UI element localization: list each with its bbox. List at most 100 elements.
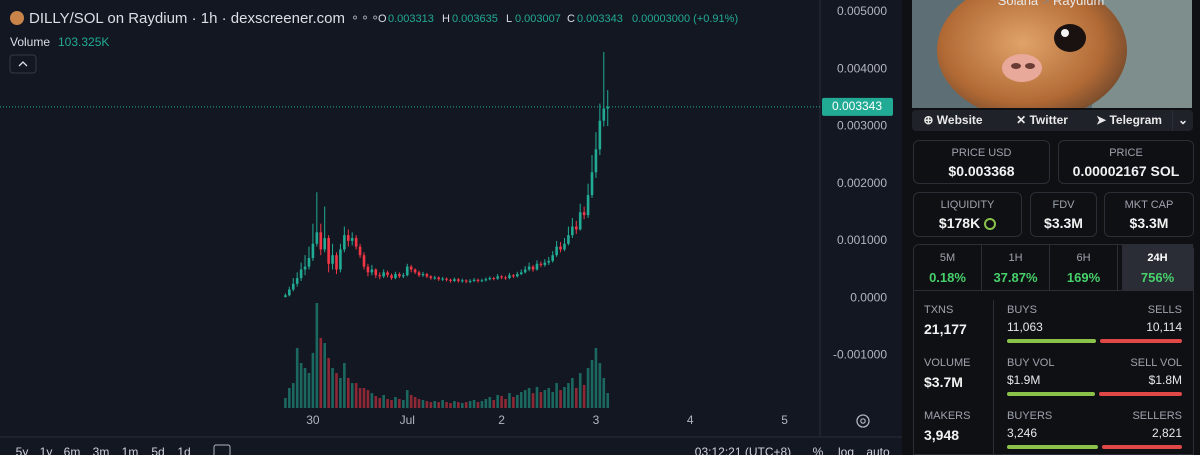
- candle-body: [311, 243, 315, 259]
- link-button[interactable]: ➤ Telegram: [1096, 113, 1162, 127]
- candle-body: [559, 246, 562, 250]
- candle-body: [409, 266, 413, 270]
- volume-bar: [543, 390, 547, 408]
- more-links[interactable]: ⌄: [1172, 110, 1193, 131]
- row-label: VOLUME: [924, 357, 971, 369]
- period-tab[interactable]: 6H 169%: [1050, 244, 1118, 290]
- volume-bar: [590, 359, 594, 408]
- volume-bar: [354, 383, 358, 408]
- candle-body: [370, 269, 374, 273]
- volume-bar: [567, 383, 570, 408]
- period-tab[interactable]: 1H 37.87%: [982, 244, 1050, 290]
- range-button[interactable]: 6m: [64, 445, 81, 455]
- candle-body: [468, 280, 472, 282]
- breadcrumb-item[interactable]: Solana: [997, 0, 1039, 8]
- calendar-icon[interactable]: [213, 444, 231, 455]
- link-button[interactable]: ✕ Twitter: [1016, 113, 1068, 127]
- scale-option[interactable]: %: [813, 445, 824, 455]
- candle-body: [335, 255, 338, 270]
- scale-option[interactable]: auto: [866, 445, 890, 455]
- settings-icon[interactable]: [856, 414, 870, 428]
- volume-bar: [492, 400, 496, 408]
- range-button[interactable]: 3m: [93, 445, 110, 455]
- stat-label: PRICE USD: [951, 147, 1012, 159]
- collapse-button[interactable]: [9, 54, 37, 74]
- sell-bar: [1098, 392, 1182, 396]
- candle-body: [425, 274, 429, 277]
- link-label: Twitter: [1029, 113, 1068, 127]
- volume-bar: [555, 383, 558, 408]
- candle-body: [441, 278, 444, 280]
- candle-body: [366, 266, 370, 273]
- ohlc-value: 0.003007: [515, 13, 561, 25]
- range-button[interactable]: 1m: [122, 445, 139, 455]
- range-button[interactable]: 1y: [40, 445, 53, 455]
- ohlc-change: 0.00003000 (+0.91%): [632, 13, 738, 25]
- candle-body: [508, 275, 511, 279]
- stat-value: $3.3M: [1044, 215, 1083, 231]
- range-button[interactable]: 1d: [177, 445, 190, 455]
- ohlc-value: 0.003343: [577, 13, 623, 25]
- candle-body: [519, 272, 523, 275]
- sell-bar: [1102, 445, 1182, 449]
- volume-bar: [476, 402, 480, 408]
- divider: [913, 290, 1194, 291]
- candle-body: [394, 274, 397, 279]
- volume-bar: [449, 403, 452, 408]
- volume-bar: [500, 395, 503, 408]
- volume-bar: [563, 386, 566, 408]
- volume-bar: [480, 401, 484, 408]
- y-tick-label: 0.005000: [837, 4, 887, 18]
- row-value: $3.7M: [924, 374, 963, 390]
- y-tick-label: 0.001000: [837, 233, 887, 247]
- scale-option[interactable]: log: [838, 445, 854, 455]
- volume-bar: [405, 390, 409, 408]
- row-label: MAKERS: [924, 410, 971, 422]
- volume-bar: [551, 392, 554, 408]
- breadcrumb-item[interactable]: Raydium: [1053, 0, 1105, 8]
- period-tab-selected[interactable]: 24H 756%: [1122, 244, 1193, 290]
- volume-bar: [307, 373, 311, 408]
- volume-bar: [343, 363, 346, 408]
- candle-body: [315, 232, 319, 244]
- volume-bar: [445, 402, 448, 408]
- volume-bar: [512, 396, 515, 408]
- tab-value: 0.18%: [929, 270, 966, 285]
- stat-value: $178K: [914, 215, 1021, 231]
- candle-body: [472, 279, 476, 281]
- candle-body: [323, 238, 326, 250]
- side-value: 10,114: [1146, 320, 1182, 334]
- volume-bar: [602, 377, 606, 408]
- candle-body: [374, 269, 378, 276]
- candle-body: [346, 235, 350, 241]
- volume-bar: [299, 363, 303, 408]
- mktcap-box: MKT CAP $3.3M: [1104, 192, 1194, 237]
- candle-body: [362, 255, 366, 267]
- volume-bar: [457, 402, 460, 408]
- info-panel: Solana > Raydium ⊕ Website ✕ Twitter ➤ T…: [902, 0, 1200, 455]
- range-button[interactable]: 5y: [16, 445, 29, 455]
- candle-body: [539, 263, 543, 265]
- tab-label: 6H: [1076, 252, 1091, 264]
- side-value: 11,063: [1007, 320, 1043, 334]
- link-button[interactable]: ⊕ Website: [923, 113, 983, 127]
- more-icon[interactable]: ⚬⚬⚬: [350, 11, 380, 25]
- candle-body: [413, 269, 417, 273]
- volume-bar: [468, 401, 472, 408]
- volume-bar: [425, 401, 429, 408]
- side-value: 3,246: [1007, 426, 1038, 440]
- candle-body: [464, 280, 468, 282]
- candle-body: [327, 238, 330, 264]
- x-tick-label: 30: [306, 413, 320, 427]
- candle-body: [504, 277, 507, 279]
- volume-bar: [394, 396, 397, 408]
- period-tab[interactable]: 5M 0.18%: [914, 244, 982, 290]
- candle-body: [602, 108, 606, 121]
- volume-bar: [374, 395, 378, 408]
- range-button[interactable]: 5d: [151, 445, 164, 455]
- candle-body: [523, 269, 527, 273]
- volume-bar: [382, 394, 385, 408]
- side-value: $1.9M: [1007, 373, 1041, 387]
- candle-body: [291, 283, 295, 290]
